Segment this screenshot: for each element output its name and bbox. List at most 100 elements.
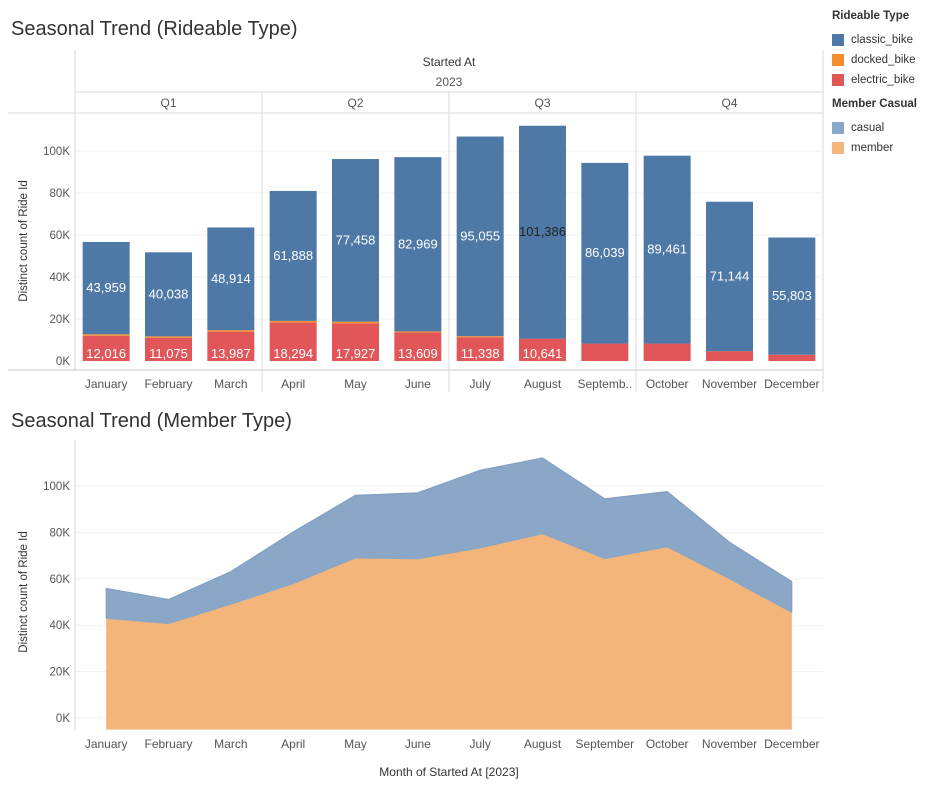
data-label: 40,038 bbox=[149, 286, 189, 301]
bar-electric_bike bbox=[519, 338, 566, 361]
y-tick-label: 0K bbox=[56, 713, 70, 725]
x-tick-label: July bbox=[469, 737, 490, 751]
x-tick-label: February bbox=[144, 377, 192, 391]
x-tick-label: April bbox=[281, 737, 305, 751]
bar-docked_bike bbox=[394, 331, 442, 333]
legend-label: docked_bike bbox=[851, 54, 916, 66]
x-tick-label: April bbox=[281, 377, 305, 391]
x-tick-label: Septemb.. bbox=[577, 377, 632, 391]
data-label: 43,959 bbox=[86, 280, 126, 295]
legend-label: classic_bike bbox=[851, 34, 913, 46]
y-tick-label: 0K bbox=[56, 356, 70, 368]
legend-item-electric-bike[interactable]: electric_bike bbox=[832, 70, 932, 90]
legend-label: casual bbox=[851, 122, 885, 134]
x-tick-label: January bbox=[85, 737, 128, 751]
bar-electric_bike bbox=[269, 322, 317, 361]
legend-swatch bbox=[832, 34, 844, 46]
quarter-label: Q1 bbox=[160, 96, 176, 110]
bar-electric_bike bbox=[456, 337, 504, 361]
data-label: 10,641 bbox=[523, 346, 563, 361]
quarter-label: Q2 bbox=[347, 96, 363, 110]
x-tick-label: July bbox=[469, 377, 490, 391]
bar-electric_bike bbox=[643, 343, 691, 361]
area-member bbox=[106, 533, 792, 730]
data-label: 12,016 bbox=[86, 346, 126, 361]
x-tick-label: January bbox=[85, 377, 128, 391]
x-tick-label: November bbox=[702, 737, 757, 751]
bar-classic_bike bbox=[768, 237, 816, 355]
bar-classic_bike bbox=[456, 136, 504, 337]
legend-item-member[interactable]: member bbox=[832, 138, 932, 158]
x-tick-label: February bbox=[144, 737, 192, 751]
bar-docked_bike bbox=[456, 336, 504, 338]
bar-classic_bike bbox=[394, 157, 442, 332]
y-tick-label: 40K bbox=[50, 620, 71, 632]
x-tick-label: November bbox=[702, 377, 757, 391]
data-label: 61,888 bbox=[273, 248, 313, 263]
x-tick-label: December bbox=[764, 737, 819, 751]
x-tick-label: June bbox=[405, 737, 431, 751]
bar-docked_bike bbox=[207, 330, 255, 332]
legend-swatch bbox=[832, 54, 844, 66]
bar-classic_bike bbox=[145, 252, 192, 337]
x-tick-label: June bbox=[405, 377, 431, 391]
data-label: 86,039 bbox=[585, 245, 625, 260]
data-label: 17,927 bbox=[336, 346, 376, 361]
data-label: 71,144 bbox=[710, 268, 750, 283]
quarter-label: Q4 bbox=[721, 96, 737, 110]
bar-electric_bike bbox=[207, 331, 255, 361]
y-tick-label: 60K bbox=[50, 230, 71, 242]
y-tick-label: 80K bbox=[50, 527, 71, 539]
y-tick-label: 20K bbox=[50, 667, 71, 679]
legend-swatch bbox=[832, 122, 844, 134]
bar-electric_bike bbox=[581, 343, 629, 361]
y-axis-title: Distinct count of Ride Id bbox=[18, 180, 30, 301]
data-label: 55,803 bbox=[772, 288, 812, 303]
legend-swatch bbox=[832, 74, 844, 86]
bar-classic_bike bbox=[643, 155, 691, 344]
y-tick-label: 80K bbox=[50, 188, 71, 200]
data-label: 11,075 bbox=[149, 346, 188, 361]
legend-item-casual[interactable]: casual bbox=[832, 118, 932, 138]
chart-title-member: Seasonal Trend (Member Type) bbox=[11, 410, 292, 432]
bar-classic_bike bbox=[82, 241, 130, 335]
legend-title-member: Member Casual bbox=[832, 98, 918, 110]
legend-item-classic-bike[interactable]: classic_bike bbox=[832, 30, 932, 50]
bar-electric_bike bbox=[768, 354, 816, 361]
data-label: 95,055 bbox=[460, 228, 500, 243]
bar-docked_bike bbox=[82, 334, 130, 336]
bar-electric_bike bbox=[82, 335, 130, 361]
x-tick-label: December bbox=[764, 377, 819, 391]
x-tick-label: May bbox=[344, 737, 367, 751]
y-tick-label: 40K bbox=[50, 272, 71, 284]
x-tick-label: March bbox=[214, 737, 247, 751]
data-label: 89,461 bbox=[647, 242, 687, 257]
header-label: Started At bbox=[423, 55, 476, 69]
bar-docked_bike bbox=[332, 321, 379, 324]
bar-classic_bike bbox=[207, 227, 255, 331]
data-label: 11,338 bbox=[461, 346, 500, 361]
legend-label: member bbox=[851, 142, 894, 154]
y-axis-title: Distinct count of Ride Id bbox=[18, 531, 30, 652]
data-label: 77,458 bbox=[336, 232, 376, 247]
legend-label: electric_bike bbox=[851, 74, 915, 86]
x-tick-label: October bbox=[646, 377, 689, 391]
y-tick-label: 20K bbox=[50, 314, 71, 326]
legend-title-rideable: Rideable Type bbox=[832, 10, 910, 22]
x-tick-label: May bbox=[344, 377, 367, 391]
legend: Rideable Type classic_bike docked_bike e… bbox=[832, 10, 932, 158]
data-label: 82,969 bbox=[398, 236, 438, 251]
bar-electric_bike bbox=[394, 332, 442, 361]
x-tick-label: August bbox=[524, 377, 562, 391]
legend-item-docked-bike[interactable]: docked_bike bbox=[832, 50, 932, 70]
rideable-bar-chart: Started At 2023 0K 20K 40K 60K 80K 100K Q1 Q2 Q3 Q4… bbox=[8, 50, 824, 392]
header-year: 2023 bbox=[436, 75, 463, 89]
y-tick-label: 100K bbox=[43, 481, 70, 493]
x-tick-label: September bbox=[575, 737, 634, 751]
bar-classic_bike bbox=[269, 190, 317, 321]
quarter-label: Q3 bbox=[534, 96, 550, 110]
data-label: 48,914 bbox=[211, 271, 251, 286]
bar-electric_bike bbox=[332, 323, 379, 361]
bar-electric_bike bbox=[706, 351, 753, 361]
data-label: 101,386 bbox=[519, 224, 566, 239]
